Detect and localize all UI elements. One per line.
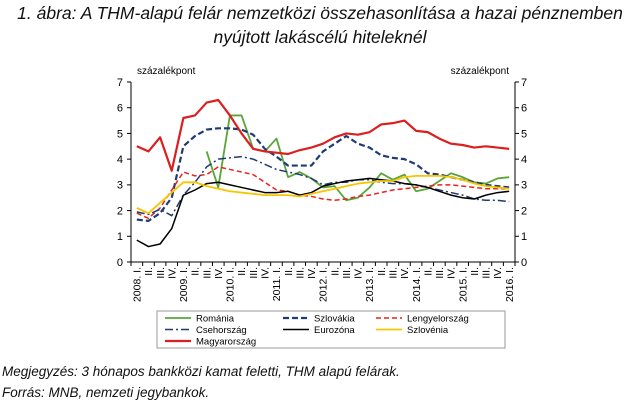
y-tick-label-left: 7 bbox=[117, 77, 123, 89]
chart-series bbox=[136, 98, 510, 248]
legend-item-szlovenia: Szlovénia bbox=[376, 325, 449, 336]
x-tick-label: IV. bbox=[399, 267, 411, 279]
x-tick-label: IV. bbox=[259, 267, 271, 279]
legend-item-szlovakia: Szlovákia bbox=[283, 313, 355, 324]
series-line-eurozona bbox=[136, 177, 510, 248]
x-tick-label: III. bbox=[387, 267, 399, 279]
y-tick-label-left: 1 bbox=[117, 231, 123, 243]
chart-source: Forrás: MNB, nemzeti jegybankok. bbox=[2, 385, 210, 400]
x-tick-label: III. bbox=[294, 267, 306, 279]
x-tick-label: II. bbox=[236, 267, 248, 276]
x-tick-label: 2011. I. bbox=[271, 267, 283, 301]
x-tick-label: II. bbox=[190, 267, 202, 276]
x-tick-label: II. bbox=[283, 267, 295, 276]
legend-box bbox=[156, 310, 506, 349]
x-tick-label: IV. bbox=[353, 267, 365, 279]
legend-label: Lengyelország bbox=[407, 313, 469, 324]
x-tick-label: II. bbox=[422, 267, 434, 276]
x-tick-label: II. bbox=[469, 267, 481, 276]
y-tick-label-left: 4 bbox=[117, 154, 123, 166]
series-line-lengyelorszag bbox=[136, 166, 510, 220]
y-tick-label-right: 5 bbox=[521, 128, 527, 140]
legend-item-lengyelorszag: Lengyelország bbox=[376, 313, 469, 324]
x-tick-label: III. bbox=[434, 267, 446, 279]
y-tick-label-right: 6 bbox=[521, 103, 527, 115]
y-tick-label-left: 6 bbox=[117, 103, 123, 115]
y-tick-label-left: 2 bbox=[117, 205, 123, 217]
x-tick-label: 2009. I. bbox=[178, 267, 190, 302]
chart-title-line-1: 1. ábra: A THM-alapú felár nemzetközi ös… bbox=[17, 3, 623, 23]
y-tick-label-right: 1 bbox=[521, 231, 527, 243]
x-tick-label: 2012. I. bbox=[318, 267, 330, 302]
x-tick-label: IV. bbox=[306, 267, 318, 279]
chart-note: Megjegyzés: 3 hónapos bankközi kamat fel… bbox=[2, 364, 400, 379]
x-tick-label: 2010. I. bbox=[225, 267, 237, 302]
legend-label: Csehország bbox=[196, 325, 247, 336]
y-tick-label-left: 5 bbox=[117, 128, 123, 140]
series-line-csehorszag bbox=[136, 155, 510, 217]
chart-footer: Megjegyzés: 3 hónapos bankközi kamat fel… bbox=[2, 361, 400, 403]
x-tick-label: IV. bbox=[446, 267, 458, 279]
legend-label: Magyarország bbox=[196, 336, 256, 347]
x-tick-label: 2014. I. bbox=[411, 267, 423, 302]
x-tick-label: III. bbox=[481, 267, 493, 279]
legend-label: Szlovákia bbox=[314, 313, 355, 324]
series-line-magyarorszag bbox=[136, 98, 510, 172]
y-tick-label-right: 3 bbox=[521, 180, 527, 192]
legend-item-eurozona: Eurozóna bbox=[283, 325, 355, 336]
legend-label: Eurozóna bbox=[314, 325, 355, 336]
series-line-romania bbox=[205, 114, 510, 202]
x-tick-label: 2008. I. bbox=[131, 267, 143, 302]
x-tick-label: III. bbox=[155, 267, 167, 279]
chart-axes: 0 0 1 1 2 2 3 3 4 4 5 5 6 6 7 7 százalékpont százalékpont… bbox=[117, 66, 527, 302]
x-tick-label: II. bbox=[143, 267, 155, 276]
x-tick-label: 2015. I. bbox=[457, 267, 469, 302]
x-tick-label: IV. bbox=[492, 267, 504, 279]
y-axis-label-left: százalékpont bbox=[137, 66, 196, 77]
x-tick-label: III. bbox=[341, 267, 353, 279]
chart-legend: Románia Szlovákia Lengyelország Csehország E… bbox=[156, 310, 506, 349]
y-tick-label-left: 0 bbox=[117, 257, 123, 269]
chart-title: 1. ábra: A THM-alapú felár nemzetközi ös… bbox=[0, 1, 640, 49]
y-tick-label-right: 4 bbox=[521, 154, 527, 166]
x-tick-label: III. bbox=[248, 267, 260, 279]
legend-item-csehorszag: Csehország bbox=[165, 325, 247, 336]
legend-label: Románia bbox=[196, 313, 235, 324]
x-tick-label: II. bbox=[329, 267, 341, 276]
chart-title-line-2: nyújtott lakáscélú hiteleknél bbox=[213, 27, 427, 47]
x-tick-label: II. bbox=[376, 267, 388, 276]
legend-label: Szlovénia bbox=[407, 325, 449, 336]
y-tick-label-right: 7 bbox=[521, 77, 527, 89]
series-line-szlovenia bbox=[136, 174, 510, 215]
legend-item-magyarorszag: Magyarország bbox=[165, 336, 256, 347]
x-tick-label: IV. bbox=[213, 267, 225, 279]
x-tick-label: 2013. I. bbox=[364, 267, 376, 302]
x-tick-label: III. bbox=[201, 267, 213, 279]
x-tick-label: IV. bbox=[166, 267, 178, 279]
y-axis-label-right: százalékpont bbox=[451, 66, 510, 77]
legend-item-romania: Románia bbox=[165, 313, 235, 324]
y-tick-label-left: 3 bbox=[117, 180, 123, 192]
y-tick-label-right: 2 bbox=[521, 205, 527, 217]
y-tick-label-right: 0 bbox=[521, 257, 527, 269]
x-tick-label: 2016. I. bbox=[504, 267, 516, 302]
